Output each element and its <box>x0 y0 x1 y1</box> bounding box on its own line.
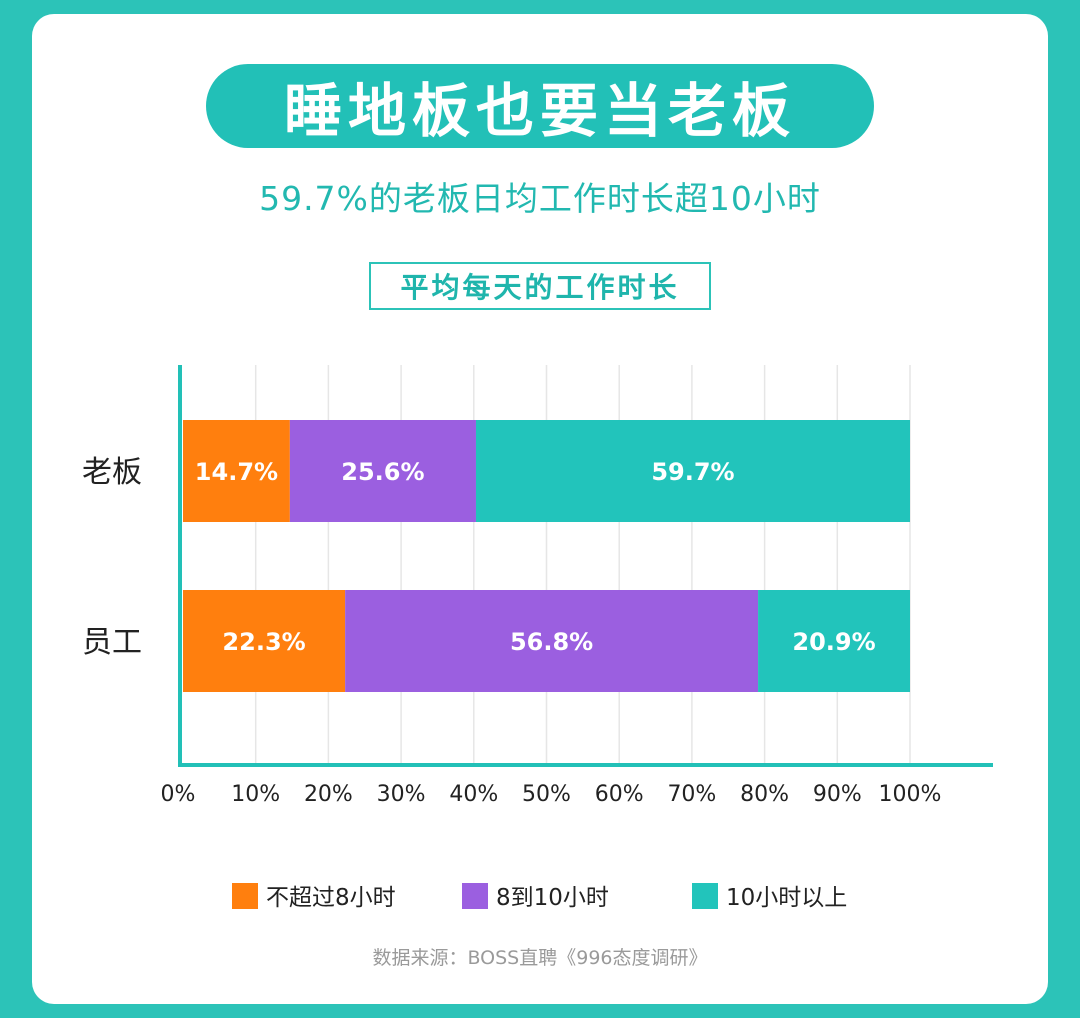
subtitle: 59.7%的老板日均工作时长超10小时 <box>259 179 821 218</box>
chart-title: 平均每天的工作时长 <box>369 262 711 310</box>
bar-segment <box>475 420 910 522</box>
data-label: 59.7% <box>651 458 734 486</box>
tick-label: 0% <box>161 782 196 807</box>
bar-segment <box>345 590 759 692</box>
tick-label: 20% <box>304 782 353 807</box>
data-label: 20.9% <box>792 628 875 656</box>
legend-label: 8到10小时 <box>496 885 609 911</box>
tick-label: 100% <box>879 782 942 807</box>
tick-label: 10% <box>231 782 280 807</box>
tick-label: 50% <box>522 782 571 807</box>
legend-swatch <box>462 883 488 909</box>
data-label: 25.6% <box>341 458 424 486</box>
source-note: 数据来源：BOSS直聘《996态度调研》 <box>372 947 708 969</box>
data-label: 14.7% <box>195 458 278 486</box>
legend-label: 10小时以上 <box>726 885 847 911</box>
data-label: 56.8% <box>510 628 593 656</box>
tick-label: 30% <box>377 782 426 807</box>
category-label: 老板 <box>82 455 142 490</box>
tick-label: 80% <box>740 782 789 807</box>
legend-label: 不超过8小时 <box>266 885 396 911</box>
tick-label: 90% <box>813 782 862 807</box>
bar-segment <box>183 590 346 692</box>
category-label: 员工 <box>82 625 142 660</box>
legend-swatch <box>232 883 258 909</box>
bar-segment <box>183 420 290 522</box>
bar-segment <box>289 420 476 522</box>
data-label: 22.3% <box>222 628 305 656</box>
tick-label: 60% <box>595 782 644 807</box>
page-title: 睡地板也要当老板 <box>206 64 874 148</box>
bar-segment <box>758 590 910 692</box>
tick-label: 70% <box>667 782 716 807</box>
legend-swatch <box>692 883 718 909</box>
tick-label: 40% <box>449 782 498 807</box>
